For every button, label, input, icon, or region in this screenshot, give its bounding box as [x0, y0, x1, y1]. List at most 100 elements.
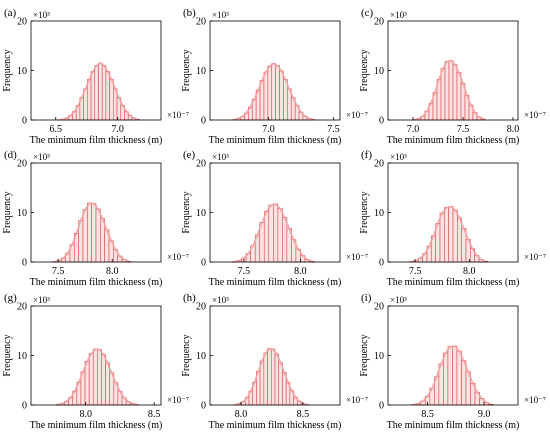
y-tick-label: 20	[196, 302, 206, 313]
x-tick-label: 6.5	[50, 124, 63, 135]
x-tick-label: 8.0	[235, 409, 248, 420]
histogram-bar	[264, 353, 268, 405]
panel-label: (e)	[183, 149, 196, 161]
x-tick-label: 7.0	[262, 124, 275, 135]
x-tick-label: 8.0	[106, 266, 119, 277]
x-tick-label: 7.0	[111, 124, 124, 135]
x-axis-multiplier: ×10⁻⁷	[167, 110, 189, 120]
histogram-bar	[87, 203, 91, 262]
histogram-bar	[110, 79, 114, 120]
histogram-bar	[283, 79, 287, 120]
histogram-bar	[92, 204, 96, 262]
histogram-bar	[440, 213, 444, 262]
histogram-bar	[106, 71, 110, 120]
x-axis-label: The minimum film thickness (m)	[30, 135, 163, 146]
histogram-bar	[273, 204, 278, 262]
histogram-bar	[268, 349, 272, 405]
y-tick-label: 10	[374, 66, 384, 77]
x-axis-multiplier: ×10⁻⁷	[524, 110, 546, 120]
x-tick-label: 8.0	[79, 409, 92, 420]
panel-label: (d)	[4, 149, 17, 161]
histogram-bar	[444, 208, 448, 262]
histogram-bar	[87, 79, 91, 120]
histogram-bar	[95, 66, 99, 120]
histogram-bar	[100, 218, 104, 262]
y-tick-label: 20	[17, 17, 27, 28]
x-axis-multiplier: ×10⁻⁷	[167, 252, 189, 262]
histogram-bar	[276, 66, 280, 120]
histogram-bar	[445, 62, 449, 120]
y-axis-label: Frequency	[2, 191, 13, 233]
x-tick-label: 8.0	[507, 124, 520, 135]
histogram-bar	[275, 354, 279, 405]
x-axis-multiplier: ×10⁻⁷	[167, 395, 189, 405]
x-axis-multiplier: ×10⁻⁷	[524, 395, 546, 405]
y-axis-multiplier: ×10³	[33, 152, 50, 162]
histogram-bar	[452, 346, 457, 405]
histogram-bar	[457, 218, 461, 262]
histogram-bar	[461, 360, 466, 405]
y-tick-label: 10	[17, 351, 27, 362]
y-tick-label: 20	[17, 159, 27, 170]
histogram-bar	[264, 212, 269, 262]
y-axis-multiplier: ×10³	[212, 10, 229, 20]
y-tick-label: 10	[17, 66, 27, 77]
histogram-bar	[448, 347, 453, 405]
x-axis-multiplier: ×10⁻⁷	[346, 252, 368, 262]
y-axis-label: Frequency	[359, 49, 370, 91]
histogram-bar	[441, 69, 445, 120]
histogram-bar	[101, 355, 105, 405]
histogram-bar	[260, 80, 264, 120]
histogram-bar	[453, 210, 457, 262]
histogram-bar	[453, 65, 457, 120]
x-axis-label: The minimum film thickness (m)	[387, 135, 520, 146]
x-tick-label: 8.5	[148, 409, 161, 420]
panel-label: (g)	[4, 292, 17, 304]
x-axis-multiplier: ×10⁻⁷	[524, 252, 546, 262]
x-tick-label: 7.0	[407, 124, 420, 135]
histogram-bar	[85, 361, 89, 405]
x-tick-label: 8.5	[297, 409, 310, 420]
y-tick-label: 0	[201, 401, 206, 412]
histogram-bar	[89, 354, 93, 405]
y-tick-label: 20	[196, 159, 206, 170]
x-tick-label: 8.0	[294, 266, 307, 277]
y-axis-multiplier: ×10³	[390, 10, 407, 20]
x-axis-label: The minimum film thickness (m)	[30, 277, 163, 288]
x-axis-multiplier: ×10⁻⁷	[346, 110, 368, 120]
histogram-bar	[264, 72, 268, 120]
panel-label: (b)	[183, 7, 196, 19]
histogram-bar	[268, 66, 272, 120]
y-tick-label: 10	[196, 208, 206, 219]
histogram-bar	[98, 63, 102, 120]
panel-label: (f)	[361, 149, 372, 161]
histogram-bar	[280, 71, 284, 120]
histogram-bar	[91, 71, 95, 120]
histogram-bar	[269, 205, 274, 262]
y-axis-label: Frequency	[359, 191, 370, 233]
x-tick-label: 8.5	[421, 409, 434, 420]
histogram-bar	[83, 210, 87, 262]
panel-label: (c)	[361, 7, 374, 19]
y-tick-label: 10	[374, 208, 384, 219]
x-tick-label: 7.5	[52, 266, 65, 277]
x-tick-label: 7.5	[409, 266, 422, 277]
y-tick-label: 10	[196, 66, 206, 77]
histogram-bar	[102, 66, 106, 120]
x-axis-label: The minimum film thickness (m)	[387, 277, 520, 288]
histogram-bar	[278, 209, 283, 262]
y-axis-multiplier: ×10³	[33, 295, 50, 305]
x-axis-label: The minimum film thickness (m)	[387, 420, 520, 431]
histogram-bar	[260, 361, 264, 405]
x-axis-label: The minimum film thickness (m)	[209, 277, 342, 288]
